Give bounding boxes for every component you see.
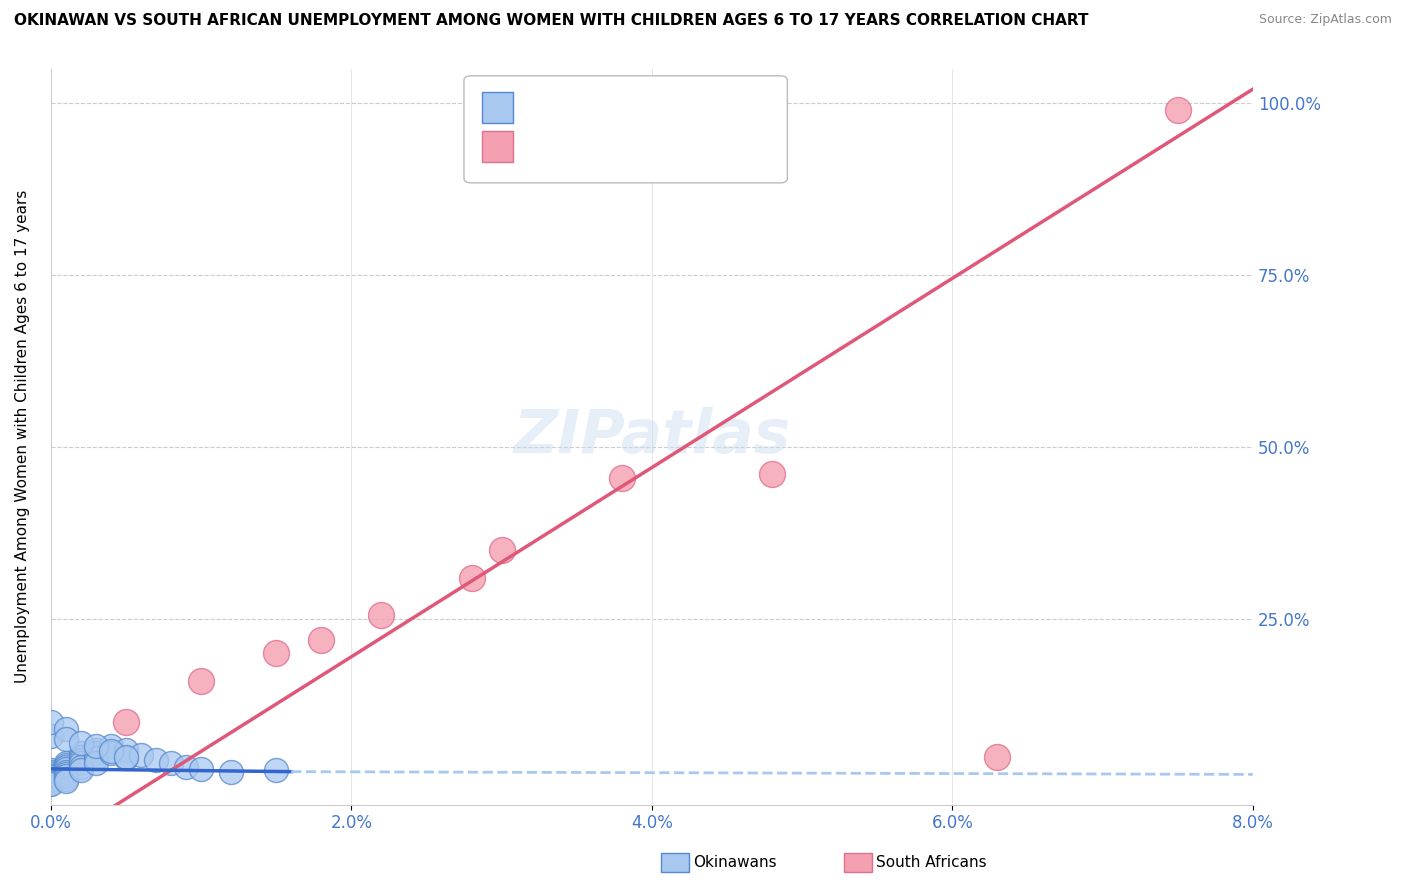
Point [70, 749, 93, 764]
Point [115, 742, 138, 756]
Point [39, 715, 62, 730]
Point [84, 739, 107, 754]
Point [39, 729, 62, 743]
Point [115, 749, 138, 764]
Text: 47: 47 [675, 98, 699, 117]
Point [55, 769, 77, 783]
Point [610, 471, 633, 485]
Point [174, 760, 197, 774]
Point [160, 756, 183, 771]
Point [39, 777, 62, 791]
Point [70, 736, 93, 750]
Point [100, 746, 122, 760]
Point [115, 751, 138, 765]
Text: OKINAWAN VS SOUTH AFRICAN UNEMPLOYMENT AMONG WOMEN WITH CHILDREN AGES 6 TO 17 YE: OKINAWAN VS SOUTH AFRICAN UNEMPLOYMENT A… [14, 13, 1088, 29]
Text: R =: R = [524, 98, 561, 117]
Point [145, 753, 167, 767]
Text: ZIPatlas: ZIPatlas [513, 407, 790, 467]
Point [39, 772, 62, 786]
Point [55, 773, 77, 788]
Point [84, 742, 107, 756]
Text: 0.933: 0.933 [562, 137, 616, 156]
Point [100, 739, 122, 754]
Point [39, 773, 62, 788]
Point [219, 764, 242, 779]
Point [55, 766, 77, 780]
Point [1167, 103, 1189, 117]
Point [39, 766, 62, 780]
Point [55, 772, 77, 786]
Text: N =: N = [637, 137, 673, 156]
Point [190, 673, 212, 688]
Text: Okinawans: Okinawans [693, 855, 776, 870]
Point [986, 749, 1008, 764]
Point [84, 751, 107, 765]
Point [55, 732, 77, 747]
Text: R =: R = [524, 137, 561, 156]
Point [55, 756, 77, 771]
Point [264, 646, 287, 660]
Point [190, 762, 212, 776]
Point [84, 746, 107, 760]
Point [129, 748, 152, 763]
Point [460, 571, 482, 585]
Point [311, 632, 333, 647]
Y-axis label: Unemployment Among Women with Children Ages 6 to 17 years: Unemployment Among Women with Children A… [15, 190, 30, 683]
Text: South Africans: South Africans [876, 855, 987, 870]
Point [70, 746, 93, 760]
Point [115, 715, 138, 730]
Point [39, 775, 62, 789]
Point [491, 543, 513, 558]
Point [55, 764, 77, 779]
Point [39, 764, 62, 779]
Point [39, 764, 62, 778]
Point [70, 760, 93, 774]
Point [55, 762, 77, 776]
Point [55, 722, 77, 736]
Point [70, 764, 93, 778]
Point [70, 753, 93, 767]
Point [100, 744, 122, 758]
Point [761, 467, 783, 482]
Text: N =: N = [637, 98, 673, 117]
Point [84, 756, 107, 771]
Text: Source: ZipAtlas.com: Source: ZipAtlas.com [1258, 13, 1392, 27]
Text: 10: 10 [675, 137, 697, 156]
Point [55, 757, 77, 772]
Point [55, 760, 77, 774]
Point [70, 756, 93, 771]
Point [39, 770, 62, 784]
Text: -0.022: -0.022 [562, 98, 621, 117]
Point [370, 608, 392, 623]
Point [39, 769, 62, 783]
Point [264, 764, 287, 778]
